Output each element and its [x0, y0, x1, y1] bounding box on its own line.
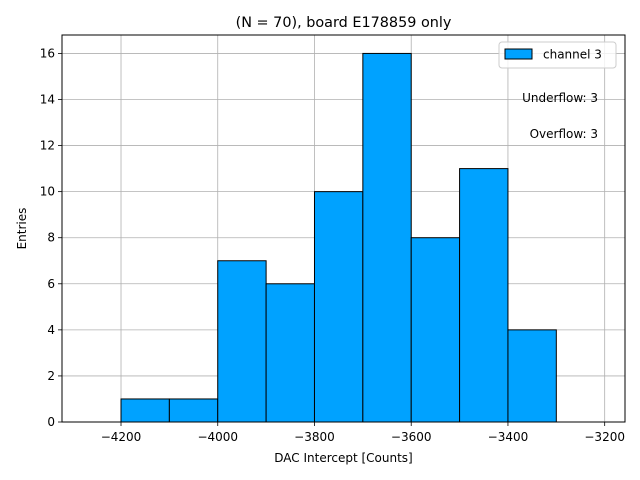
- x-tick-label: −3200: [584, 430, 625, 444]
- histogram-bar: [168, 398, 219, 423]
- legend-label: channel 3: [543, 48, 602, 62]
- histogram-bar: [410, 237, 461, 423]
- histogram-bar: [362, 52, 412, 423]
- y-tick-label: 0: [47, 415, 55, 429]
- y-tick-label: 10: [40, 185, 55, 199]
- x-tick-label: −4200: [101, 430, 142, 444]
- x-tick-label: −3400: [488, 430, 529, 444]
- x-axis-label: DAC Intercept [Counts]: [274, 451, 413, 465]
- histogram-bar: [217, 260, 267, 423]
- y-tick-label: 16: [40, 46, 55, 60]
- y-tick-label: 14: [40, 93, 55, 107]
- y-tick-label: 6: [47, 277, 55, 291]
- histogram-bar: [507, 329, 557, 423]
- histogram-bar: [120, 398, 170, 423]
- plot-frame: [61, 34, 626, 423]
- underflow-annotation: Underflow: 3: [522, 91, 598, 105]
- legend-swatch: [504, 48, 533, 60]
- x-tick-label: −4000: [197, 430, 238, 444]
- histogram-bar: [265, 283, 315, 423]
- y-axis-label: Entries: [15, 208, 29, 250]
- y-tick-label: 12: [40, 139, 55, 153]
- y-tick-label: 2: [47, 369, 55, 383]
- chart-title: (N = 70), board E178859 only: [236, 15, 452, 31]
- y-tick-label: 4: [47, 323, 55, 337]
- histogram-bar: [313, 191, 364, 423]
- y-tick-label: 8: [47, 231, 55, 245]
- overflow-annotation: Overflow: 3: [530, 127, 598, 141]
- histogram-bar: [459, 168, 509, 423]
- x-tick-label: −3800: [294, 430, 335, 444]
- x-tick-label: −3600: [391, 430, 432, 444]
